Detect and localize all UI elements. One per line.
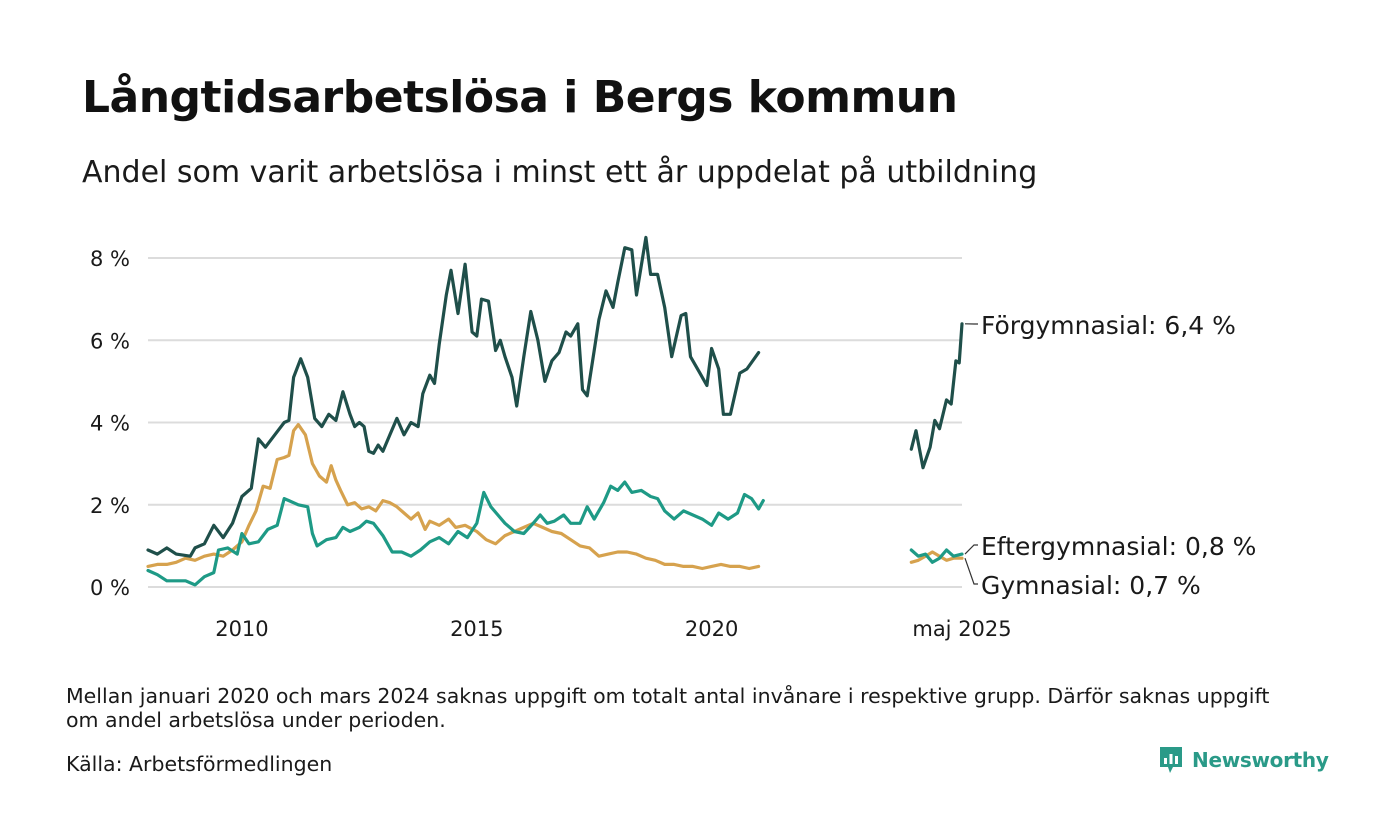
y-tick-label: 6 % [90,329,130,353]
label-leader-line [964,558,978,585]
grid-layer [148,257,962,588]
series-line-forgymnasial [909,322,964,470]
newsworthy-logo: Newsworthy [1158,745,1329,775]
series-lines [146,235,964,587]
y-tick-label: 8 % [90,247,130,271]
label-leader-line [964,544,978,555]
series-label-forgymnasial: Förgymnasial: 6,4 % [981,311,1236,340]
series-line-forgymnasial [146,235,761,558]
y-tick-label: 0 % [90,576,130,600]
x-tick-label: 2020 [685,617,738,641]
series-line-eftergymnasial [146,480,765,587]
line-chart: 0 % 2 % 4 % 6 % 8 % 2010 2015 2020 maj 2025 För… [90,235,1256,641]
chart-subtitle: Andel som varit arbetslösa i minst ett å… [82,155,1038,190]
newsworthy-logo-icon [1160,747,1182,773]
chart-title: Långtidsarbetslösa i Bergs kommun [82,72,958,123]
newsworthy-logo-text: Newsworthy [1192,748,1329,772]
series-label-gymnasial: Gymnasial: 0,7 % [981,571,1201,600]
y-tick-label: 4 % [90,412,130,436]
y-tick-label: 2 % [90,494,130,518]
series-label-eftergymnasial: Eftergymnasial: 0,8 % [981,532,1256,561]
x-tick-label: maj 2025 [912,617,1011,641]
series-labels: Förgymnasial: 6,4 % Eftergymnasial: 0,8 %… [964,311,1256,600]
x-tick-label: 2010 [215,617,268,641]
source-note: Källa: Arbetsförmedlingen [66,752,333,776]
y-axis-ticks: 0 % 2 % 4 % 6 % 8 % [90,247,130,600]
series-line-gymnasial [146,423,761,571]
x-axis-ticks: 2010 2015 2020 maj 2025 [215,617,1011,641]
series-line-eftergymnasial [909,548,964,564]
x-tick-label: 2015 [450,617,503,641]
footnote: Mellan januari 2020 och mars 2024 saknas… [66,684,1270,732]
series-line-gymnasial [909,550,964,564]
